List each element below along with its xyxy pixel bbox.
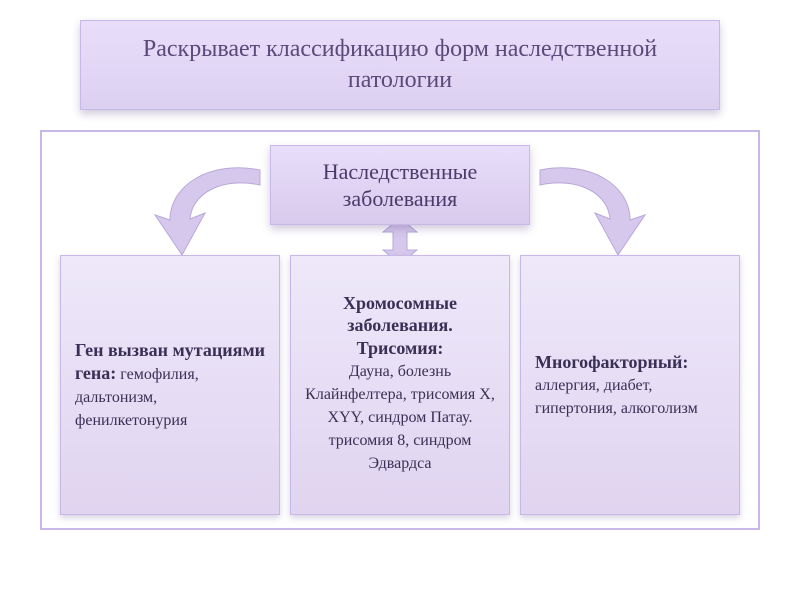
arrow-left-icon xyxy=(150,155,280,265)
title-box: Раскрывает классификацию форм наследстве… xyxy=(80,20,720,110)
box-chromosome-text: Хромосомные заболевания. Трисомия: Дауна… xyxy=(305,292,495,475)
box-chromosome: Хромосомные заболевания. Трисомия: Дауна… xyxy=(290,255,510,515)
box-multifactor-text: Многофакторный: аллергия, диабет, гиперт… xyxy=(535,351,725,420)
box-chromosome-rest: Дауна, болезнь Клайнфелтера, трисомия X,… xyxy=(305,363,495,472)
box-gene-text: Ген вызван мутациями гена: гемофилия, да… xyxy=(75,339,265,431)
box-multifactor: Многофакторный: аллергия, диабет, гиперт… xyxy=(520,255,740,515)
box-multifactor-bold: Многофакторный: xyxy=(535,352,688,372)
sub-header-text: Наследственные заболевания xyxy=(277,158,523,213)
title-text: Раскрывает классификацию форм наследстве… xyxy=(111,34,689,96)
box-gene: Ген вызван мутациями гена: гемофилия, да… xyxy=(60,255,280,515)
sub-header-box: Наследственные заболевания xyxy=(270,145,530,225)
arrow-right-icon xyxy=(520,155,650,265)
box-multifactor-rest: аллергия, диабет, гипертония, алкоголизм xyxy=(535,377,698,417)
box-chromosome-bold1: Хромосомные заболевания. xyxy=(343,293,457,336)
box-chromosome-bold2: Трисомия: xyxy=(357,338,444,358)
